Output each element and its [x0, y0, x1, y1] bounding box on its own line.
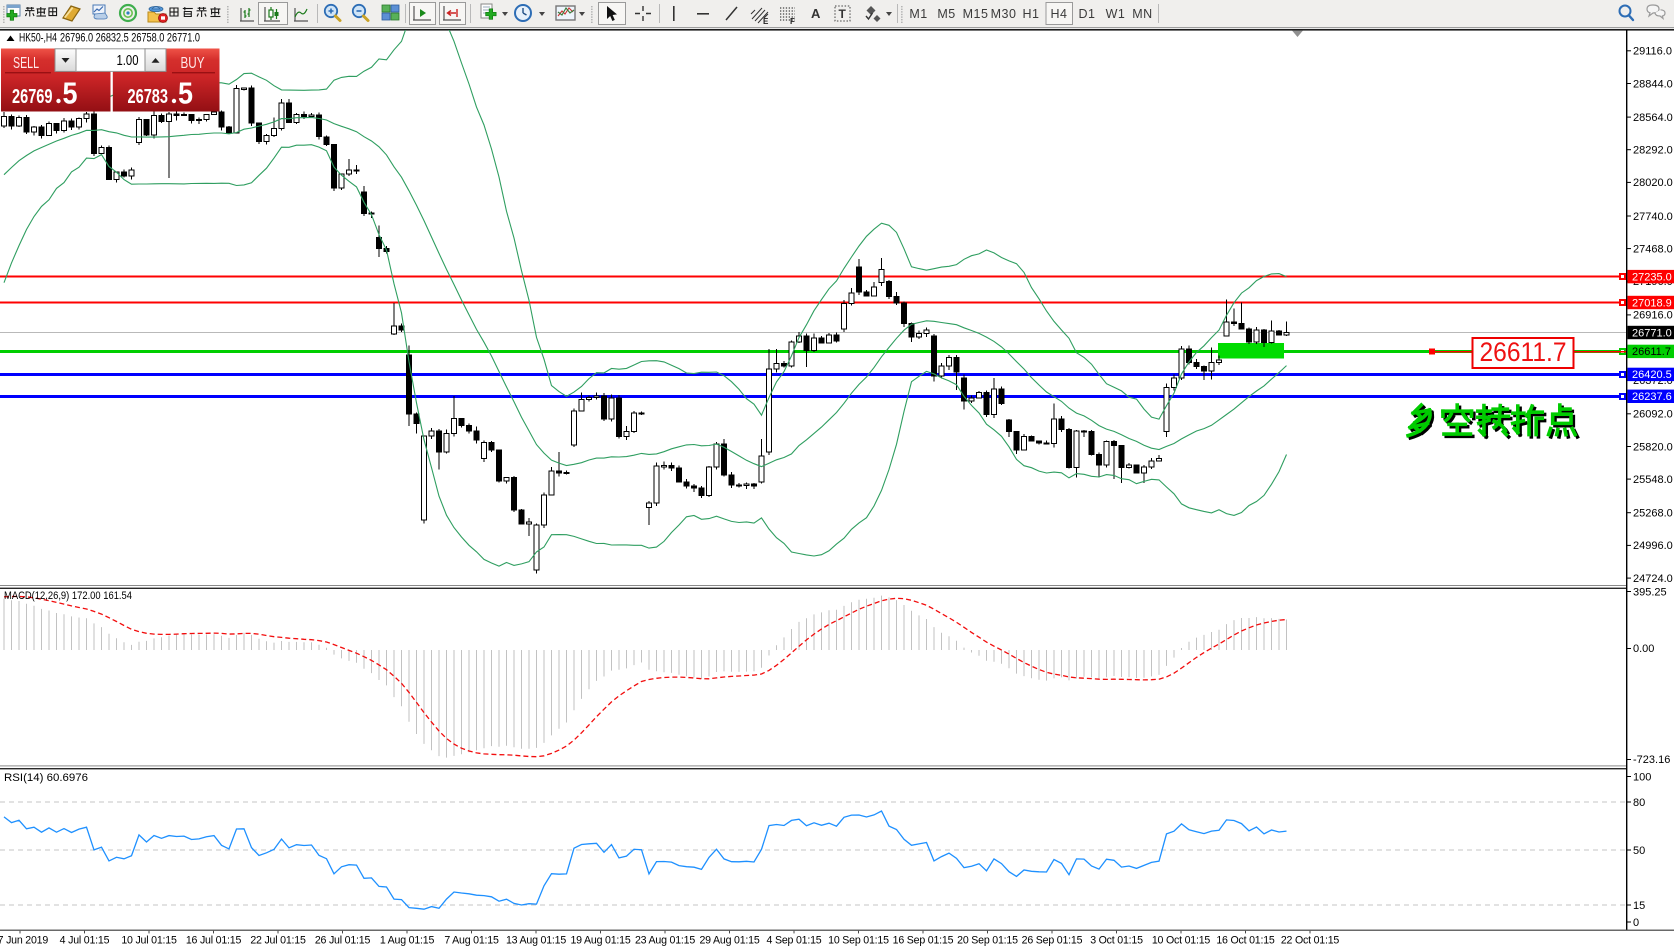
svg-text:27235.0: 27235.0 — [1632, 271, 1672, 283]
svg-text:HK50-,H4: HK50-,H4 — [19, 31, 57, 45]
svg-text:D1: D1 — [1079, 7, 1096, 21]
svg-text:MACD(12,26,9) 172.00 161.54: MACD(12,26,9) 172.00 161.54 — [4, 590, 132, 602]
svg-text:16 Jul 01:15: 16 Jul 01:15 — [186, 935, 242, 947]
svg-text:M30: M30 — [991, 7, 1017, 21]
svg-text:MN: MN — [1132, 7, 1152, 21]
svg-text:H1: H1 — [1023, 7, 1040, 21]
svg-text:15: 15 — [1633, 900, 1645, 912]
svg-text:7 Aug 01:15: 7 Aug 01:15 — [444, 935, 499, 947]
svg-text:F: F — [790, 17, 795, 26]
svg-text:M15: M15 — [963, 7, 989, 21]
svg-text:26420.5: 26420.5 — [1632, 369, 1672, 381]
svg-text:1.00: 1.00 — [117, 53, 139, 69]
svg-text:26 Jul 01:15: 26 Jul 01:15 — [315, 935, 371, 947]
svg-text:4 Sep 01:15: 4 Sep 01:15 — [767, 935, 822, 947]
svg-text:10 Oct 01:15: 10 Oct 01:15 — [1152, 935, 1211, 947]
svg-text:16 Sep 01:15: 16 Sep 01:15 — [893, 935, 954, 947]
svg-text:M1: M1 — [909, 7, 927, 21]
svg-text:26237.6: 26237.6 — [1632, 391, 1672, 403]
svg-text:26796.0 26832.5 26758.0 26771.: 26796.0 26832.5 26758.0 26771.0 — [60, 31, 200, 45]
svg-text:28844.0: 28844.0 — [1633, 78, 1673, 90]
svg-text:25820.0: 25820.0 — [1633, 441, 1673, 453]
svg-text:29116.0: 29116.0 — [1633, 46, 1672, 58]
svg-text:M5: M5 — [937, 7, 955, 21]
svg-text:25548.0: 25548.0 — [1633, 474, 1673, 486]
svg-text:28564.0: 28564.0 — [1633, 112, 1673, 124]
svg-text:SELL: SELL — [13, 55, 39, 72]
svg-text:26 Sep 01:15: 26 Sep 01:15 — [1022, 935, 1083, 947]
svg-text:5: 5 — [178, 76, 193, 111]
svg-text:BUY: BUY — [181, 55, 205, 72]
svg-text:27 Jun 2019: 27 Jun 2019 — [0, 935, 48, 947]
svg-text:1 Aug 01:15: 1 Aug 01:15 — [380, 935, 435, 947]
svg-text:3 Oct 01:15: 3 Oct 01:15 — [1090, 935, 1143, 947]
svg-text:W1: W1 — [1106, 7, 1126, 21]
svg-text:26783: 26783 — [128, 85, 169, 108]
svg-text:26611.7: 26611.7 — [1632, 346, 1671, 358]
svg-text:23 Aug 01:15: 23 Aug 01:15 — [635, 935, 695, 947]
svg-text:80: 80 — [1633, 797, 1645, 809]
svg-text:24724.0: 24724.0 — [1633, 573, 1673, 585]
svg-text:20 Sep 01:15: 20 Sep 01:15 — [957, 935, 1018, 947]
svg-text:H4: H4 — [1051, 7, 1068, 21]
svg-text:25268.0: 25268.0 — [1633, 508, 1673, 520]
svg-text:50: 50 — [1633, 845, 1645, 857]
svg-text:27018.9: 27018.9 — [1632, 297, 1672, 309]
svg-text:28292.0: 28292.0 — [1633, 145, 1673, 157]
svg-text:26611.7: 26611.7 — [1480, 337, 1567, 367]
svg-text:26092.0: 26092.0 — [1633, 409, 1673, 421]
svg-text:0.00: 0.00 — [1633, 643, 1654, 655]
svg-text:-723.16: -723.16 — [1633, 754, 1670, 766]
svg-text:A: A — [811, 6, 821, 21]
svg-text:395.25: 395.25 — [1633, 587, 1667, 599]
svg-text:T: T — [839, 7, 847, 21]
svg-text:0: 0 — [1633, 917, 1639, 929]
svg-text:29 Aug 01:15: 29 Aug 01:15 — [699, 935, 759, 947]
svg-text:10 Sep 01:15: 10 Sep 01:15 — [828, 935, 889, 947]
svg-text:13 Aug 01:15: 13 Aug 01:15 — [506, 935, 566, 947]
svg-text:100: 100 — [1633, 771, 1651, 783]
svg-text:4 Jul 01:15: 4 Jul 01:15 — [60, 935, 110, 947]
svg-text:26771.0: 26771.0 — [1632, 327, 1672, 339]
svg-text:RSI(14) 60.6976: RSI(14) 60.6976 — [4, 772, 88, 784]
svg-text:16 Oct 01:15: 16 Oct 01:15 — [1216, 935, 1275, 947]
svg-text:26916.0: 26916.0 — [1633, 310, 1673, 322]
svg-text:26769: 26769 — [12, 85, 53, 108]
svg-text:28020.0: 28020.0 — [1633, 177, 1673, 189]
svg-text:27468.0: 27468.0 — [1633, 243, 1673, 255]
svg-text:24996.0: 24996.0 — [1633, 540, 1673, 552]
svg-text:19 Aug 01:15: 19 Aug 01:15 — [570, 935, 630, 947]
svg-text:5: 5 — [63, 76, 78, 111]
svg-text:22 Jul 01:15: 22 Jul 01:15 — [250, 935, 306, 947]
svg-text:27740.0: 27740.0 — [1633, 211, 1673, 223]
svg-text:10 Jul 01:15: 10 Jul 01:15 — [121, 935, 177, 947]
svg-text:22 Oct 01:15: 22 Oct 01:15 — [1281, 935, 1340, 947]
svg-text:E: E — [763, 17, 769, 26]
